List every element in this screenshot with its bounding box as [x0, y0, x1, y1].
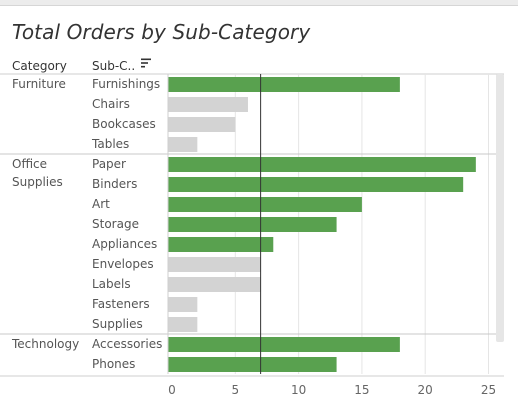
- bar[interactable]: [168, 217, 337, 232]
- x-tick-label: 15: [354, 383, 369, 397]
- bar[interactable]: [168, 117, 236, 132]
- subcategory-label: Fasteners: [92, 297, 150, 311]
- bar[interactable]: [168, 97, 248, 112]
- bar[interactable]: [168, 297, 198, 312]
- category-label: Office: [12, 157, 47, 171]
- x-tick-label: 10: [291, 383, 306, 397]
- subcategory-label: Phones: [92, 357, 135, 371]
- category-label: Supplies: [12, 175, 63, 189]
- category-label: Technology: [11, 337, 79, 351]
- subcategory-label: Binders: [92, 177, 137, 191]
- bar[interactable]: [168, 77, 400, 92]
- column-header-category: Category: [12, 59, 67, 73]
- subcategory-label: Chairs: [92, 97, 130, 111]
- x-tick-label: 25: [481, 383, 496, 397]
- top-toolbar-strip: [0, 0, 518, 6]
- bar[interactable]: [168, 277, 261, 292]
- sort-descending-icon[interactable]: [141, 58, 151, 68]
- bar[interactable]: [168, 237, 274, 252]
- x-tick-label: 0: [168, 383, 176, 397]
- subcategory-label: Paper: [92, 157, 126, 171]
- subcategory-label: Bookcases: [92, 117, 156, 131]
- bar[interactable]: [168, 177, 464, 192]
- chart-title: Total Orders by Sub-Category: [12, 20, 311, 44]
- subcategory-label: Furnishings: [92, 77, 160, 91]
- subcategory-label: Storage: [92, 217, 139, 231]
- subcategory-label: Envelopes: [92, 257, 154, 271]
- bar[interactable]: [168, 197, 362, 212]
- vertical-scrollbar[interactable]: [496, 74, 504, 342]
- bar[interactable]: [168, 317, 198, 332]
- subcategory-label: Appliances: [92, 237, 157, 251]
- subcategory-label: Supplies: [92, 317, 143, 331]
- bar[interactable]: [168, 157, 476, 172]
- bar[interactable]: [168, 137, 198, 152]
- column-header-subcategory[interactable]: Sub-C..: [92, 59, 135, 73]
- subcategory-label: Accessories: [92, 337, 162, 351]
- x-tick-label: 20: [418, 383, 433, 397]
- category-label: Furniture: [12, 77, 66, 91]
- subcategory-label: Art: [92, 197, 110, 211]
- subcategory-label: Labels: [92, 277, 131, 291]
- subcategory-label: Tables: [91, 137, 129, 151]
- bar[interactable]: [168, 257, 261, 272]
- bar[interactable]: [168, 357, 337, 372]
- x-tick-label: 5: [231, 383, 239, 397]
- bar[interactable]: [168, 337, 400, 352]
